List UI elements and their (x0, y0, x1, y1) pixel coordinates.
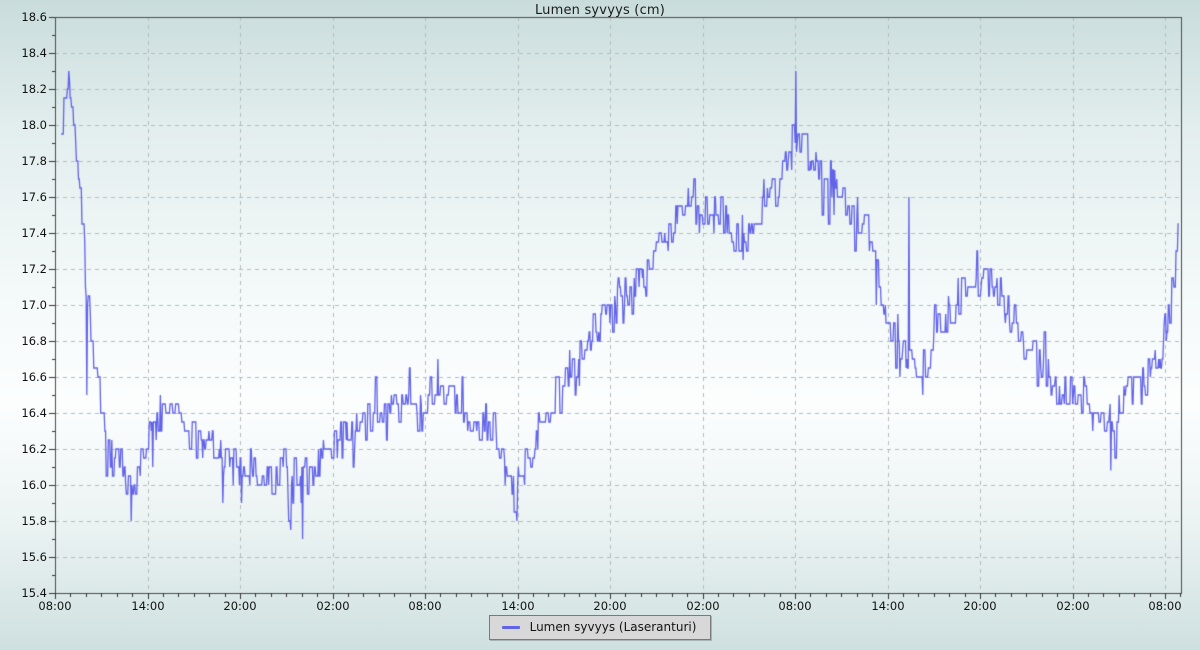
y-tick-label: 18.0 (21, 118, 47, 132)
y-tick-label: 15.8 (21, 514, 47, 528)
y-tick-label: 16.0 (21, 478, 47, 492)
y-tick-label: 16.6 (21, 370, 47, 384)
y-tick-label: 18.2 (21, 82, 47, 96)
x-tick-label: 14:00 (131, 599, 165, 613)
y-tick-label: 18.4 (21, 46, 47, 60)
x-tick-label: 14:00 (501, 599, 535, 613)
y-tick-label: 16.2 (21, 442, 47, 456)
y-tick-label: 16.4 (21, 406, 47, 420)
y-tick-label: 16.8 (21, 334, 47, 348)
x-tick-label: 08:00 (408, 599, 442, 613)
x-tick-label: 20:00 (963, 599, 997, 613)
x-tick-label: 20:00 (223, 599, 257, 613)
y-tick-label: 15.6 (21, 550, 47, 564)
x-tick-label: 02:00 (316, 599, 350, 613)
y-tick-label: 17.2 (21, 262, 47, 276)
x-tick-label: 20:00 (593, 599, 627, 613)
x-tick-label: 08:00 (778, 599, 812, 613)
legend-line-swatch-icon (501, 625, 520, 629)
y-tick-label: 17.6 (21, 190, 47, 204)
x-tick-label: 02:00 (1056, 599, 1090, 613)
y-tick-label: 18.6 (21, 10, 47, 24)
y-tick-label: 17.4 (21, 226, 47, 240)
x-tick-label: 02:00 (686, 599, 720, 613)
x-tick-label: 08:00 (38, 599, 72, 613)
legend: Lumen syvyys (Laseranturi) (0, 615, 1200, 640)
chart-title: Lumen syvyys (cm) (534, 3, 666, 18)
x-tick-label: 08:00 (1148, 599, 1182, 613)
y-tick-label: 17.0 (21, 298, 47, 312)
y-tick-label: 15.4 (21, 586, 47, 600)
y-tick-label: 17.8 (21, 154, 47, 168)
legend-entry: Lumen syvyys (Laseranturi) (488, 615, 712, 640)
legend-label: Lumen syvyys (Laseranturi) (529, 620, 697, 634)
x-tick-label: 14:00 (871, 599, 905, 613)
